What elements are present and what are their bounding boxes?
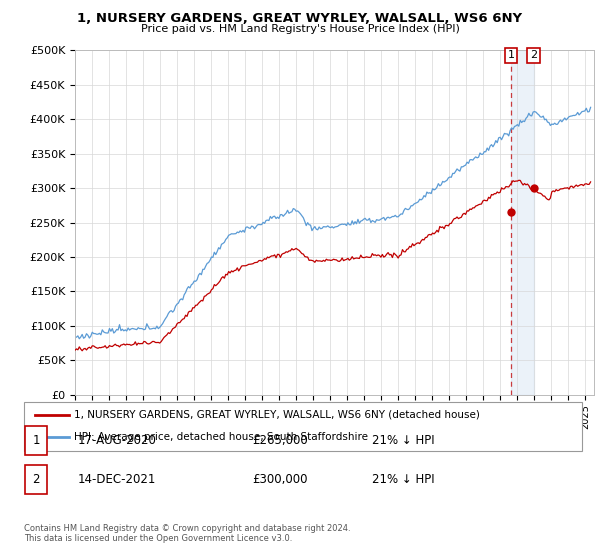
Bar bbox=[511, 50, 533, 395]
Text: £265,000: £265,000 bbox=[252, 433, 308, 447]
Text: 1: 1 bbox=[32, 433, 40, 447]
Text: 1, NURSERY GARDENS, GREAT WYRLEY, WALSALL, WS6 6NY: 1, NURSERY GARDENS, GREAT WYRLEY, WALSAL… bbox=[77, 12, 523, 25]
Text: 2: 2 bbox=[530, 50, 537, 60]
Text: 1, NURSERY GARDENS, GREAT WYRLEY, WALSALL, WS6 6NY (detached house): 1, NURSERY GARDENS, GREAT WYRLEY, WALSAL… bbox=[74, 410, 480, 420]
Text: £300,000: £300,000 bbox=[252, 473, 308, 486]
Text: 17-AUG-2020: 17-AUG-2020 bbox=[78, 433, 157, 447]
Text: Contains HM Land Registry data © Crown copyright and database right 2024.
This d: Contains HM Land Registry data © Crown c… bbox=[24, 524, 350, 543]
Text: HPI: Average price, detached house, South Staffordshire: HPI: Average price, detached house, Sout… bbox=[74, 432, 368, 442]
Text: 1: 1 bbox=[508, 50, 514, 60]
Text: 14-DEC-2021: 14-DEC-2021 bbox=[78, 473, 157, 486]
FancyBboxPatch shape bbox=[24, 402, 582, 451]
Text: Price paid vs. HM Land Registry's House Price Index (HPI): Price paid vs. HM Land Registry's House … bbox=[140, 24, 460, 34]
FancyBboxPatch shape bbox=[25, 426, 47, 455]
Text: 2: 2 bbox=[32, 473, 40, 486]
FancyBboxPatch shape bbox=[25, 465, 47, 494]
Text: 21% ↓ HPI: 21% ↓ HPI bbox=[372, 473, 434, 486]
Text: 21% ↓ HPI: 21% ↓ HPI bbox=[372, 433, 434, 447]
